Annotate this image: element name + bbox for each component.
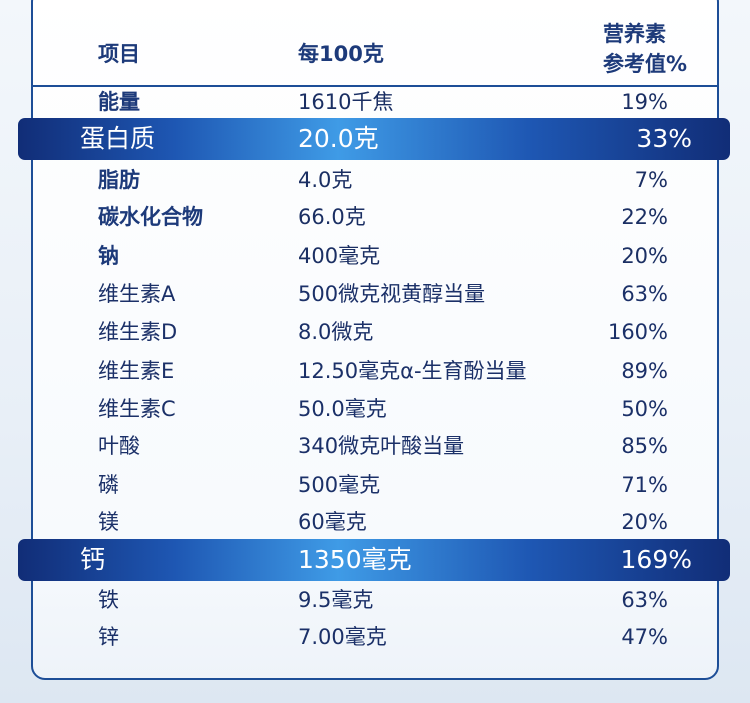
nutrient-name: 镁: [98, 510, 119, 534]
header-divider: [33, 85, 717, 87]
nutrient-name: 维生素E: [98, 359, 175, 383]
nutrient-value: 500毫克: [298, 473, 381, 497]
table-row-zinc: 锌 7.00毫克 47%: [0, 619, 750, 655]
nutrient-nrv: 47%: [621, 625, 668, 649]
nutrient-nrv: 19%: [621, 90, 668, 114]
table-row-vitamin-e: 维生素E 12.50毫克α-生育酚当量 89%: [0, 353, 750, 389]
nutrient-name: 维生素A: [98, 282, 176, 306]
table-row-calcium-highlight: 钙 1350毫克 169%: [18, 539, 730, 581]
table-row-vitamin-a: 维生素A 500微克视黄醇当量 63%: [0, 276, 750, 312]
nutrient-nrv: 63%: [621, 282, 668, 306]
nutrient-nrv: 20%: [621, 510, 668, 534]
table-row-vitamin-c: 维生素C 50.0毫克 50%: [0, 391, 750, 427]
nutrient-name: 维生素C: [98, 397, 176, 421]
nutrient-value: 1350毫克: [298, 545, 412, 574]
nutrient-value: 66.0克: [298, 205, 366, 229]
table-row-protein-highlight: 蛋白质 20.0克 33%: [18, 118, 730, 160]
nutrient-value: 60毫克: [298, 510, 367, 534]
table-row-energy: 能量 1610千焦 19%: [0, 84, 750, 120]
column-header-nrv-line1: 营养素: [603, 22, 666, 46]
nutrient-name: 维生素D: [98, 320, 178, 344]
nutrient-name: 碳水化合物: [98, 205, 203, 229]
nutrient-value: 50.0毫克: [298, 397, 387, 421]
nutrient-nrv: 169%: [620, 545, 692, 574]
table-row-iron: 铁 9.5毫克 63%: [0, 582, 750, 618]
nutrient-name: 铁: [98, 588, 119, 612]
nutrient-value: 340微克叶酸当量: [298, 434, 465, 458]
nutrient-value: 4.0克: [298, 168, 353, 192]
nutrient-name: 锌: [98, 625, 119, 649]
column-header-per-100g: 每100克: [298, 42, 384, 66]
nutrient-name: 钙: [80, 545, 106, 574]
table-row-sodium: 钠 400毫克 20%: [0, 238, 750, 274]
nutrient-name: 能量: [98, 90, 140, 114]
table-row-phosphorus: 磷 500毫克 71%: [0, 467, 750, 503]
table-row-carbohydrate: 碳水化合物 66.0克 22%: [0, 199, 750, 235]
nutrient-nrv: 20%: [621, 244, 668, 268]
nutrient-name: 蛋白质: [80, 124, 156, 153]
nutrient-name: 钠: [98, 244, 119, 268]
column-header-item: 项目: [98, 42, 140, 66]
nutrient-nrv: 22%: [621, 205, 668, 229]
table-row-vitamin-d: 维生素D 8.0微克 160%: [0, 314, 750, 350]
nutrient-name: 脂肪: [98, 168, 140, 192]
nutrient-value: 7.00毫克: [298, 625, 387, 649]
nutrient-value: 12.50毫克α-生育酚当量: [298, 359, 527, 383]
table-row-fat: 脂肪 4.0克 7%: [0, 162, 750, 198]
nutrient-nrv: 63%: [621, 588, 668, 612]
nutrient-nrv: 85%: [621, 434, 668, 458]
nutrient-name: 叶酸: [98, 434, 140, 458]
nutrient-value: 8.0微克: [298, 320, 374, 344]
nutrient-nrv: 89%: [621, 359, 668, 383]
nutrient-value: 20.0克: [298, 124, 379, 153]
column-header-nrv-line2: 参考值%: [603, 52, 688, 76]
nutrient-nrv: 71%: [621, 473, 668, 497]
table-row-folic-acid: 叶酸 340微克叶酸当量 85%: [0, 428, 750, 464]
nutrient-name: 磷: [98, 473, 119, 497]
nutrient-nrv: 33%: [636, 124, 692, 153]
nutrient-nrv: 160%: [607, 320, 668, 344]
nutrient-nrv: 7%: [634, 168, 668, 192]
nutrient-value: 1610千焦: [298, 90, 394, 114]
nutrient-value: 400毫克: [298, 244, 381, 268]
nutrient-value: 500微克视黄醇当量: [298, 282, 486, 306]
table-row-magnesium: 镁 60毫克 20%: [0, 504, 750, 540]
nutrient-nrv: 50%: [621, 397, 668, 421]
nutrient-value: 9.5毫克: [298, 588, 374, 612]
